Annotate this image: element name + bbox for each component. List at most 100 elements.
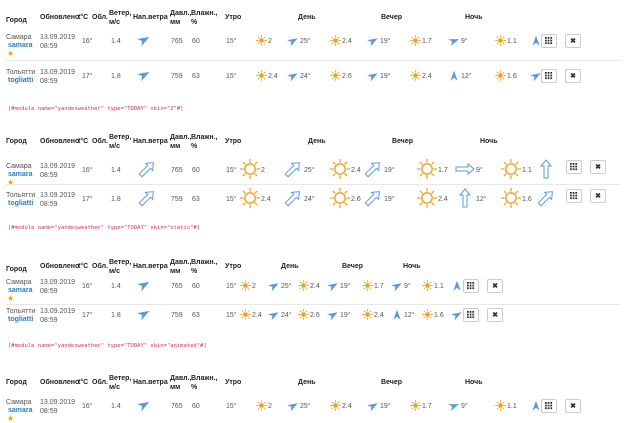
- close-icon: ✖: [570, 403, 576, 410]
- delete-button[interactable]: ✖: [590, 160, 606, 174]
- wind-arrow-icon: [532, 35, 540, 46]
- delete-button[interactable]: ✖: [565, 34, 581, 48]
- wind-speed: 1.8: [111, 73, 121, 80]
- header-humidity-unit: %: [191, 19, 198, 26]
- header-morning: Утро: [225, 263, 242, 270]
- humidity-value: 60: [192, 38, 200, 45]
- header-pressure-unit: мм: [170, 268, 181, 275]
- city-link[interactable]: togliatti: [8, 316, 34, 323]
- grid-button[interactable]: [541, 34, 557, 48]
- header-cloud: Обл.: [92, 379, 108, 386]
- header-humidity: Влажн.,: [191, 375, 218, 382]
- period-temp-1: 25°: [300, 403, 311, 410]
- wind-arrow-icon: [137, 401, 150, 412]
- sun-icon: [240, 188, 260, 208]
- current-temp: 16°: [82, 403, 93, 410]
- current-temp: 16°: [82, 283, 93, 290]
- city-link[interactable]: togliatti: [8, 77, 34, 84]
- header-pressure: Давл.,: [170, 375, 192, 382]
- favorite-star-icon[interactable]: ★: [7, 49, 15, 58]
- header-morning: Утро: [225, 379, 242, 386]
- period-wind-3: 2.4: [374, 312, 384, 319]
- wind-arrow-icon: [327, 283, 338, 292]
- header-humidity: Влажн.,: [191, 134, 218, 141]
- humidity-value: 60: [192, 167, 200, 174]
- header-night: Ночь: [465, 14, 483, 21]
- header-evening: Вечер: [342, 263, 364, 270]
- delete-button[interactable]: ✖: [590, 189, 606, 203]
- city-link[interactable]: samara: [8, 287, 33, 294]
- sun-icon: [422, 280, 433, 291]
- sun-icon: [417, 188, 437, 208]
- header-day: День: [281, 263, 299, 270]
- humidity-value: 60: [192, 403, 200, 410]
- favorite-star-icon[interactable]: ★: [7, 178, 15, 187]
- header-city: Город: [6, 17, 27, 24]
- header-city: Город: [6, 266, 27, 273]
- sun-icon: [362, 280, 373, 291]
- humidity-value: 63: [192, 196, 200, 203]
- wind-arrow-icon: [364, 162, 380, 178]
- period-temp-1: 24°: [281, 312, 292, 319]
- header-cloud: Обл.: [92, 263, 108, 270]
- wind-arrow-icon: [268, 283, 279, 292]
- grid-button[interactable]: [463, 279, 479, 293]
- favorite-star-icon[interactable]: ★: [7, 294, 15, 303]
- header-evening: Вечер: [392, 138, 414, 145]
- close-icon: ✖: [570, 38, 576, 45]
- header-city: Город: [6, 379, 27, 386]
- favorite-star-icon[interactable]: ★: [7, 414, 15, 423]
- delete-button[interactable]: ✖: [487, 279, 503, 293]
- header-night: Ночь: [465, 379, 483, 386]
- period-wind-3: 1.7: [422, 403, 432, 410]
- wind-arrow-icon: [138, 162, 154, 178]
- updated-date: 13.09.2019: [40, 34, 76, 41]
- grid-button[interactable]: [541, 69, 557, 83]
- header-wind-speed-unit: м/с: [109, 268, 121, 275]
- city-name: Самара: [6, 34, 32, 41]
- grid-button[interactable]: [463, 308, 479, 322]
- header-cloud: Обл.: [92, 14, 108, 21]
- wind-arrow-icon: [287, 73, 298, 82]
- period-temp-3: 9°: [461, 38, 468, 45]
- delete-button[interactable]: ✖: [565, 69, 581, 83]
- city-link[interactable]: samara: [8, 171, 33, 178]
- close-icon: ✖: [570, 73, 576, 80]
- wind-speed: 1.8: [111, 312, 121, 319]
- city-name: Самара: [6, 163, 32, 170]
- current-temp: 17°: [82, 73, 93, 80]
- header-wind-dir: Нап.ветра: [133, 263, 168, 270]
- header-temp: t°С: [78, 138, 89, 145]
- wind-arrow-icon: [393, 309, 401, 320]
- close-icon: ✖: [492, 283, 498, 290]
- updated-date: 13.09.2019: [40, 279, 76, 286]
- period-wind-4: 1.1: [507, 38, 517, 45]
- header-night: Ночь: [480, 138, 498, 145]
- city-name: Самара: [6, 279, 32, 286]
- header-pressure-unit: мм: [170, 384, 181, 391]
- header-morning: Утро: [225, 138, 242, 145]
- header-evening: Вечер: [381, 14, 403, 21]
- pressure-value: 765: [171, 167, 183, 174]
- city-link[interactable]: togliatti: [8, 200, 34, 207]
- sun-icon: [330, 35, 341, 46]
- pressure-value: 759: [171, 73, 183, 80]
- wind-arrow-icon: [137, 281, 150, 292]
- header-pressure: Давл.,: [170, 259, 192, 266]
- delete-button[interactable]: ✖: [565, 399, 581, 413]
- city-name: Тольятти: [6, 308, 36, 315]
- header-wind-speed: Ветер,: [109, 134, 132, 141]
- sun-icon: [495, 70, 506, 81]
- period-wind-2: 2.6: [351, 196, 361, 203]
- grid-button[interactable]: [566, 189, 582, 203]
- grid-button[interactable]: [541, 399, 557, 413]
- header-pressure: Давл.,: [170, 134, 192, 141]
- grid-button[interactable]: [566, 160, 582, 174]
- period-temp-2: 19°: [380, 73, 391, 80]
- wind-arrow-icon: [453, 280, 461, 291]
- updated-date: 13.09.2019: [40, 163, 76, 170]
- period-wind-2: 2.4: [342, 403, 352, 410]
- city-link[interactable]: samara: [8, 42, 33, 49]
- delete-button[interactable]: ✖: [487, 308, 503, 322]
- module-code: [#module name="yandexweather" type="TODA…: [8, 225, 201, 231]
